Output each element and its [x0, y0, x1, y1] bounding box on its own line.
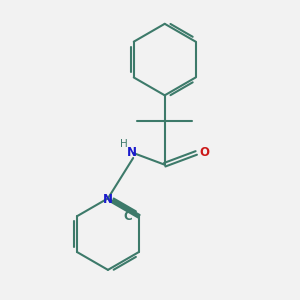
Text: N: N — [127, 146, 136, 159]
Text: N: N — [103, 193, 112, 206]
Text: H: H — [120, 139, 128, 149]
Text: O: O — [200, 146, 210, 159]
Text: C: C — [124, 210, 132, 223]
